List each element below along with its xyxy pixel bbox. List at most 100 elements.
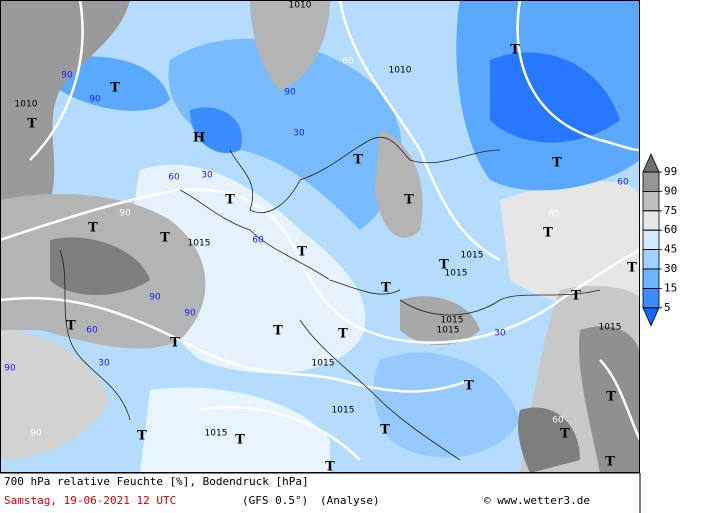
humidity-label: 90 <box>119 209 131 219</box>
pressure-center: T <box>627 261 637 276</box>
pressure-center: T <box>404 193 414 208</box>
pressure-center: H <box>193 131 205 146</box>
legend-swatch <box>642 229 660 250</box>
isobar-label: 1015 <box>437 326 460 336</box>
humidity-area <box>250 1 330 90</box>
legend-swatch <box>642 171 660 192</box>
legend-swatch <box>642 249 660 270</box>
isobar-label: 1015 <box>332 406 355 416</box>
pressure-center: T <box>381 281 391 296</box>
humidity-area <box>140 387 330 472</box>
pressure-center: T <box>235 433 245 448</box>
pressure-center: T <box>552 156 562 171</box>
humidity-label: 60 <box>168 173 180 183</box>
humidity-label: 30 <box>325 274 337 284</box>
humidity-area <box>375 130 423 238</box>
coastlines <box>59 137 601 461</box>
humidity-area <box>1 1 130 240</box>
humidity-label: 90 <box>4 364 16 374</box>
pressure-center: T <box>464 379 474 394</box>
legend-label: 90 <box>664 184 677 197</box>
humidity-area <box>373 352 520 458</box>
pressure-center: T <box>27 117 37 132</box>
legend-cap <box>642 153 660 173</box>
humidity-area <box>518 407 580 472</box>
pressure-center: T <box>160 231 170 246</box>
humidity-label: 30 <box>494 329 506 339</box>
pressure-center: T <box>66 319 76 334</box>
pressure-center: T <box>605 455 615 470</box>
legend-cap <box>642 307 660 327</box>
pressure-center: T <box>353 153 363 168</box>
pressure-center: T <box>325 460 335 475</box>
humidity-label: 30 <box>293 129 305 139</box>
humidity-area <box>60 56 170 111</box>
humidity-area <box>190 107 242 154</box>
legend-swatch <box>642 190 660 212</box>
isobar-label: 1010 <box>289 1 312 11</box>
humidity-area <box>579 326 639 472</box>
humidity-label: 30 <box>98 359 110 369</box>
pressure-center: T <box>606 390 616 405</box>
legend-swatch <box>642 268 660 289</box>
pressure-center: T <box>137 429 147 444</box>
pressure-center: T <box>170 336 180 351</box>
footer-model: (GFS 0.5°) <box>242 494 308 507</box>
humidity-area <box>500 181 639 309</box>
pressure-center: T <box>543 226 553 241</box>
pressure-center: T <box>439 258 449 273</box>
isobar-label: 1015 <box>312 359 335 369</box>
isobars <box>1 1 639 461</box>
humidity-label: 60 <box>86 326 98 336</box>
map-labels: T T T T T T T T T T T T T T T T T T T T T T T T T T T H 1010 1010 1010… <box>4 1 637 475</box>
humidity-area <box>490 52 620 143</box>
legend-label: 30 <box>664 262 677 275</box>
humidity-label: 90 <box>149 293 161 303</box>
map-area <box>1 1 639 472</box>
pressure-center: T <box>571 289 581 304</box>
footer-title: 700 hPa relative Feuchte [%], Bodendruck… <box>4 475 309 488</box>
humidity-label: 60 <box>342 57 354 67</box>
isobar-label: 1015 <box>188 239 211 249</box>
humidity-area <box>168 38 402 230</box>
isobar-label: 1010 <box>15 100 38 110</box>
legend-swatch <box>642 210 660 231</box>
humidity-label: 90 <box>89 95 101 105</box>
humidity-label: 90 <box>61 71 73 81</box>
legend-swatch <box>642 287 660 309</box>
pressure-center: T <box>273 324 283 339</box>
footer-credit: © www.wetter3.de <box>484 494 590 507</box>
humidity-area <box>400 296 480 345</box>
pressure-center: T <box>560 427 570 442</box>
isobar-label: 1010 <box>389 66 412 76</box>
isobar-label: 1015 <box>445 269 468 279</box>
humidity-area <box>50 237 150 295</box>
humidity-area <box>1 330 110 460</box>
humidity-label: 30 <box>201 171 213 181</box>
pressure-center: T <box>225 193 235 208</box>
pressure-center: T <box>88 221 98 236</box>
pressure-center: T <box>110 81 120 96</box>
humidity-label: 90 <box>184 309 196 319</box>
isobar-label: 1015 <box>461 251 484 261</box>
footer-date: Samstag, 19-06-2021 12 UTC <box>4 494 176 507</box>
pressure-center: T <box>380 423 390 438</box>
pressure-center: T <box>338 327 348 342</box>
pressure-center: T <box>510 43 520 58</box>
isobar-label: 1015 <box>599 323 622 333</box>
legend-label: 60 <box>664 223 677 236</box>
humidity-label: 60 <box>548 210 560 220</box>
isobar-label: 1015 <box>441 316 464 326</box>
humidity-label: 90 <box>30 429 42 439</box>
legend-label: 99 <box>664 165 677 178</box>
humidity-label: 90 <box>284 88 296 98</box>
legend-label: 5 <box>664 301 671 314</box>
legend: 99 90 75 60 45 30 15 5 <box>642 153 677 327</box>
footer-run: (Analyse) <box>320 494 380 507</box>
legend-label: 45 <box>664 243 677 256</box>
humidity-label: 60 <box>552 416 564 426</box>
legend-label: 15 <box>664 281 677 294</box>
humidity-label: 60 <box>617 178 629 188</box>
